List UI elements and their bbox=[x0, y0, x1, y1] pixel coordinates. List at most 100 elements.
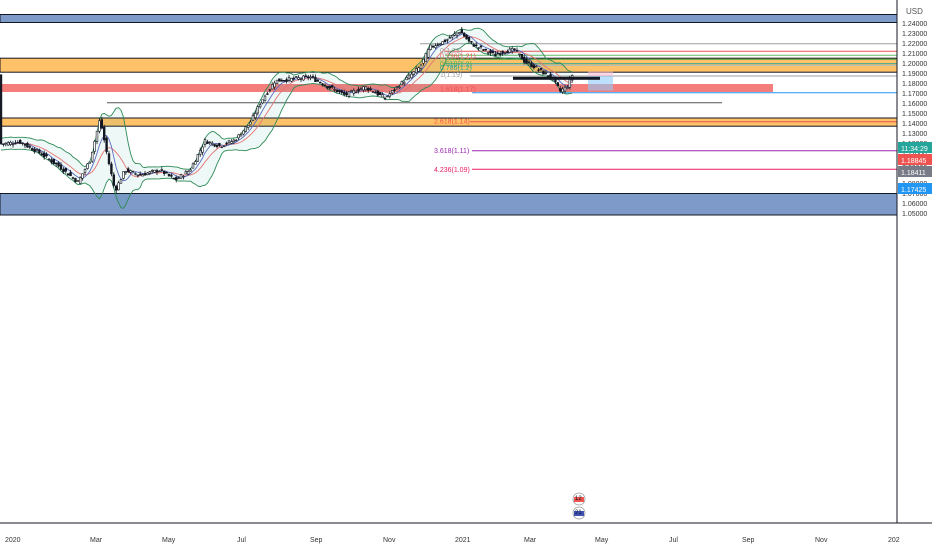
y-tick-label: 1.22000 bbox=[902, 41, 927, 48]
candle-body bbox=[446, 39, 449, 41]
candle-body bbox=[292, 77, 295, 80]
candle-body bbox=[438, 43, 442, 46]
zone-0 bbox=[0, 14, 898, 23]
candle-body bbox=[254, 113, 257, 119]
candle-body bbox=[436, 44, 439, 46]
candle-body bbox=[54, 162, 58, 165]
candle-body bbox=[2, 143, 5, 145]
zone-layer bbox=[0, 14, 898, 216]
candle-body bbox=[107, 153, 111, 165]
x-tick-label: 202 bbox=[888, 537, 900, 544]
candle-body bbox=[479, 45, 483, 48]
candle-body bbox=[525, 59, 528, 64]
fib-label-8: 3.618(1.11) bbox=[434, 148, 469, 155]
candle-body bbox=[175, 177, 178, 180]
candle-body bbox=[556, 82, 560, 87]
candle-body bbox=[79, 177, 82, 184]
candle-body bbox=[501, 50, 504, 54]
candle-body bbox=[374, 92, 377, 94]
candle-body bbox=[263, 95, 267, 102]
candle-body bbox=[539, 68, 543, 70]
candle-body bbox=[318, 81, 322, 84]
candle-body bbox=[189, 169, 192, 172]
candle-body bbox=[196, 154, 199, 162]
candle-body bbox=[16, 141, 19, 144]
x-tick-label: Mar bbox=[524, 537, 537, 544]
candle-body bbox=[67, 173, 70, 176]
candle-body bbox=[347, 91, 351, 97]
candle-body bbox=[323, 85, 327, 87]
candle-body bbox=[410, 73, 413, 79]
candle-body bbox=[28, 146, 31, 148]
candle-body bbox=[354, 91, 358, 94]
candle-body bbox=[393, 89, 396, 91]
candle-body bbox=[419, 64, 423, 69]
candle-body bbox=[26, 142, 29, 148]
candle-body bbox=[390, 90, 394, 94]
y-tick-label: 1.17000 bbox=[902, 91, 927, 98]
event-flag-stripe bbox=[574, 511, 584, 516]
candle-body bbox=[294, 76, 298, 78]
candle-body bbox=[414, 68, 418, 74]
candle-body bbox=[273, 82, 276, 88]
candle-body bbox=[251, 115, 255, 121]
candle-body bbox=[187, 171, 190, 175]
candle-body bbox=[14, 142, 17, 145]
candle-body bbox=[88, 161, 92, 164]
candle-body bbox=[350, 90, 353, 92]
event-badge-count: 12 bbox=[575, 496, 582, 502]
candle-body bbox=[544, 72, 548, 75]
candle-body bbox=[537, 69, 540, 71]
candle-body bbox=[508, 48, 511, 53]
resistance-band bbox=[0, 84, 773, 92]
y-tick-label: 1.18000 bbox=[902, 81, 927, 88]
stop-box bbox=[588, 71, 613, 76]
candle-body bbox=[465, 35, 468, 40]
candle-body bbox=[69, 172, 72, 176]
middle-band-line bbox=[1, 36, 573, 178]
candle-body bbox=[378, 92, 382, 96]
horizontal-lines-layer bbox=[0, 43, 897, 170]
candle-body bbox=[330, 85, 334, 88]
candle-body bbox=[328, 85, 331, 89]
candle-body bbox=[249, 121, 252, 125]
candle-body bbox=[71, 177, 75, 179]
x-tick-label: Jul bbox=[669, 537, 678, 544]
x-tick-label: 2020 bbox=[5, 537, 21, 544]
candle-body bbox=[98, 120, 101, 132]
candle-body bbox=[280, 79, 283, 82]
candle-body bbox=[218, 142, 221, 146]
candle-body bbox=[486, 52, 490, 54]
candle-body bbox=[52, 158, 56, 164]
candle-body bbox=[462, 32, 466, 37]
candle-body bbox=[136, 174, 139, 177]
candle-body bbox=[208, 141, 211, 144]
x-tick-label: Nov bbox=[815, 537, 828, 544]
candle-body bbox=[340, 90, 343, 93]
candle-body bbox=[62, 168, 65, 173]
candles-layer bbox=[0, 26, 574, 194]
y-tick-label: 1.16000 bbox=[902, 101, 927, 108]
candle-body bbox=[520, 53, 524, 60]
x-tick-label: May bbox=[595, 537, 609, 544]
candle-body bbox=[139, 173, 142, 176]
fib-label-1: 0.236(1.21) bbox=[440, 54, 476, 61]
y-tick-label: 1.21000 bbox=[902, 51, 927, 58]
candle-body bbox=[100, 119, 104, 129]
candle-body bbox=[510, 48, 514, 52]
fib-label-7: 2.618(1.14) bbox=[434, 119, 470, 126]
candle-body bbox=[124, 171, 128, 174]
candle-body bbox=[81, 173, 84, 179]
candle-body bbox=[167, 173, 171, 177]
candle-body bbox=[558, 88, 562, 92]
candle-body bbox=[398, 86, 401, 89]
candle-body bbox=[527, 61, 531, 64]
candle-body bbox=[151, 170, 154, 172]
candle-body bbox=[386, 95, 389, 98]
candle-body bbox=[74, 178, 77, 182]
candle-body bbox=[304, 75, 307, 77]
candle-body bbox=[9, 141, 12, 145]
price-label-level bbox=[898, 183, 932, 194]
